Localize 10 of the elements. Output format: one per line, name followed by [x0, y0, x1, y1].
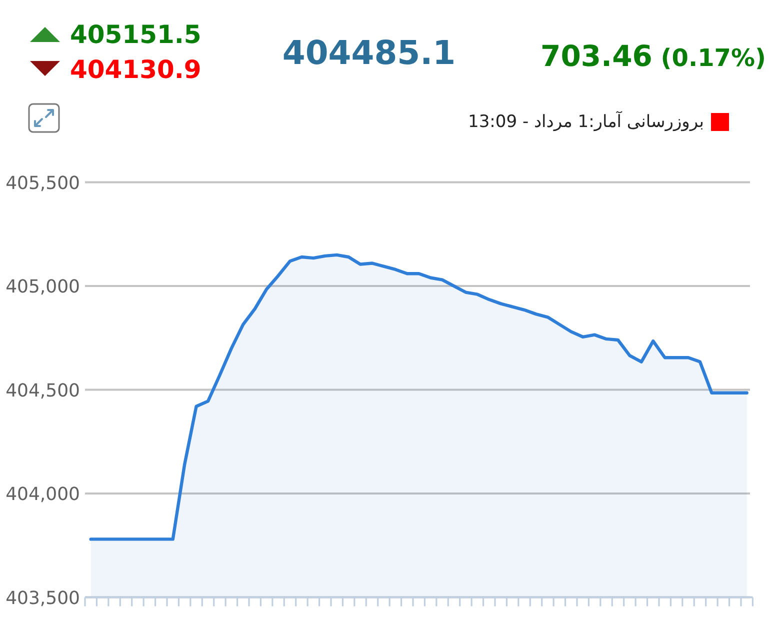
y-tick-label: 404,000 — [6, 484, 80, 506]
annotation: 405151.5 — [70, 20, 202, 49]
y-tick-label: 405,000 — [6, 276, 80, 298]
annotation: 404130.9 — [70, 55, 202, 84]
y-tick-label: 405,500 — [6, 172, 80, 194]
y-tick-label: 403,500 — [6, 588, 80, 609]
annotation: 404485.1 — [282, 33, 456, 72]
annotation: 703.46 (0.17%) — [540, 39, 766, 73]
annotation: بروزرسانی آمار:1 مرداد - 13:09 — [468, 112, 704, 132]
y-tick-label: 404,500 — [6, 380, 80, 402]
